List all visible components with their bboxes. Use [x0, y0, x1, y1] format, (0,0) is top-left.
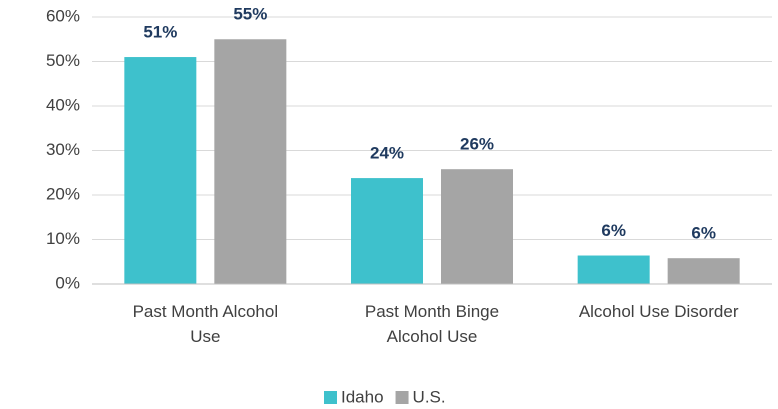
legend-swatch	[324, 391, 337, 404]
y-tick-label: 10%	[46, 229, 80, 248]
bar	[441, 169, 513, 284]
x-tick-label: Past Month Alcohol Use	[133, 302, 279, 346]
y-tick-label: 30%	[46, 140, 80, 159]
bar	[124, 57, 197, 284]
legend-label: U.S.	[413, 387, 446, 406]
x-tick-label: Alcohol Use Disorder	[579, 302, 739, 321]
bar	[351, 178, 423, 284]
value-label: 55%	[233, 5, 267, 24]
bar	[577, 255, 650, 284]
y-tick-label: 0%	[55, 273, 80, 292]
value-label: 6%	[691, 224, 716, 243]
value-label: 51%	[143, 23, 177, 42]
value-label: 26%	[460, 135, 494, 154]
x-tick-label: Past Month Binge Alcohol Use	[365, 302, 499, 346]
bar	[667, 258, 740, 284]
value-label: 24%	[370, 144, 404, 163]
y-tick-label: 50%	[46, 51, 80, 70]
legend-swatch	[395, 391, 409, 404]
bar	[214, 39, 287, 284]
y-tick-label: 40%	[46, 95, 80, 114]
legend-label: Idaho	[341, 387, 384, 406]
y-tick-label: 20%	[46, 184, 80, 203]
y-tick-label: 60%	[46, 6, 80, 25]
value-label: 6%	[601, 221, 626, 240]
